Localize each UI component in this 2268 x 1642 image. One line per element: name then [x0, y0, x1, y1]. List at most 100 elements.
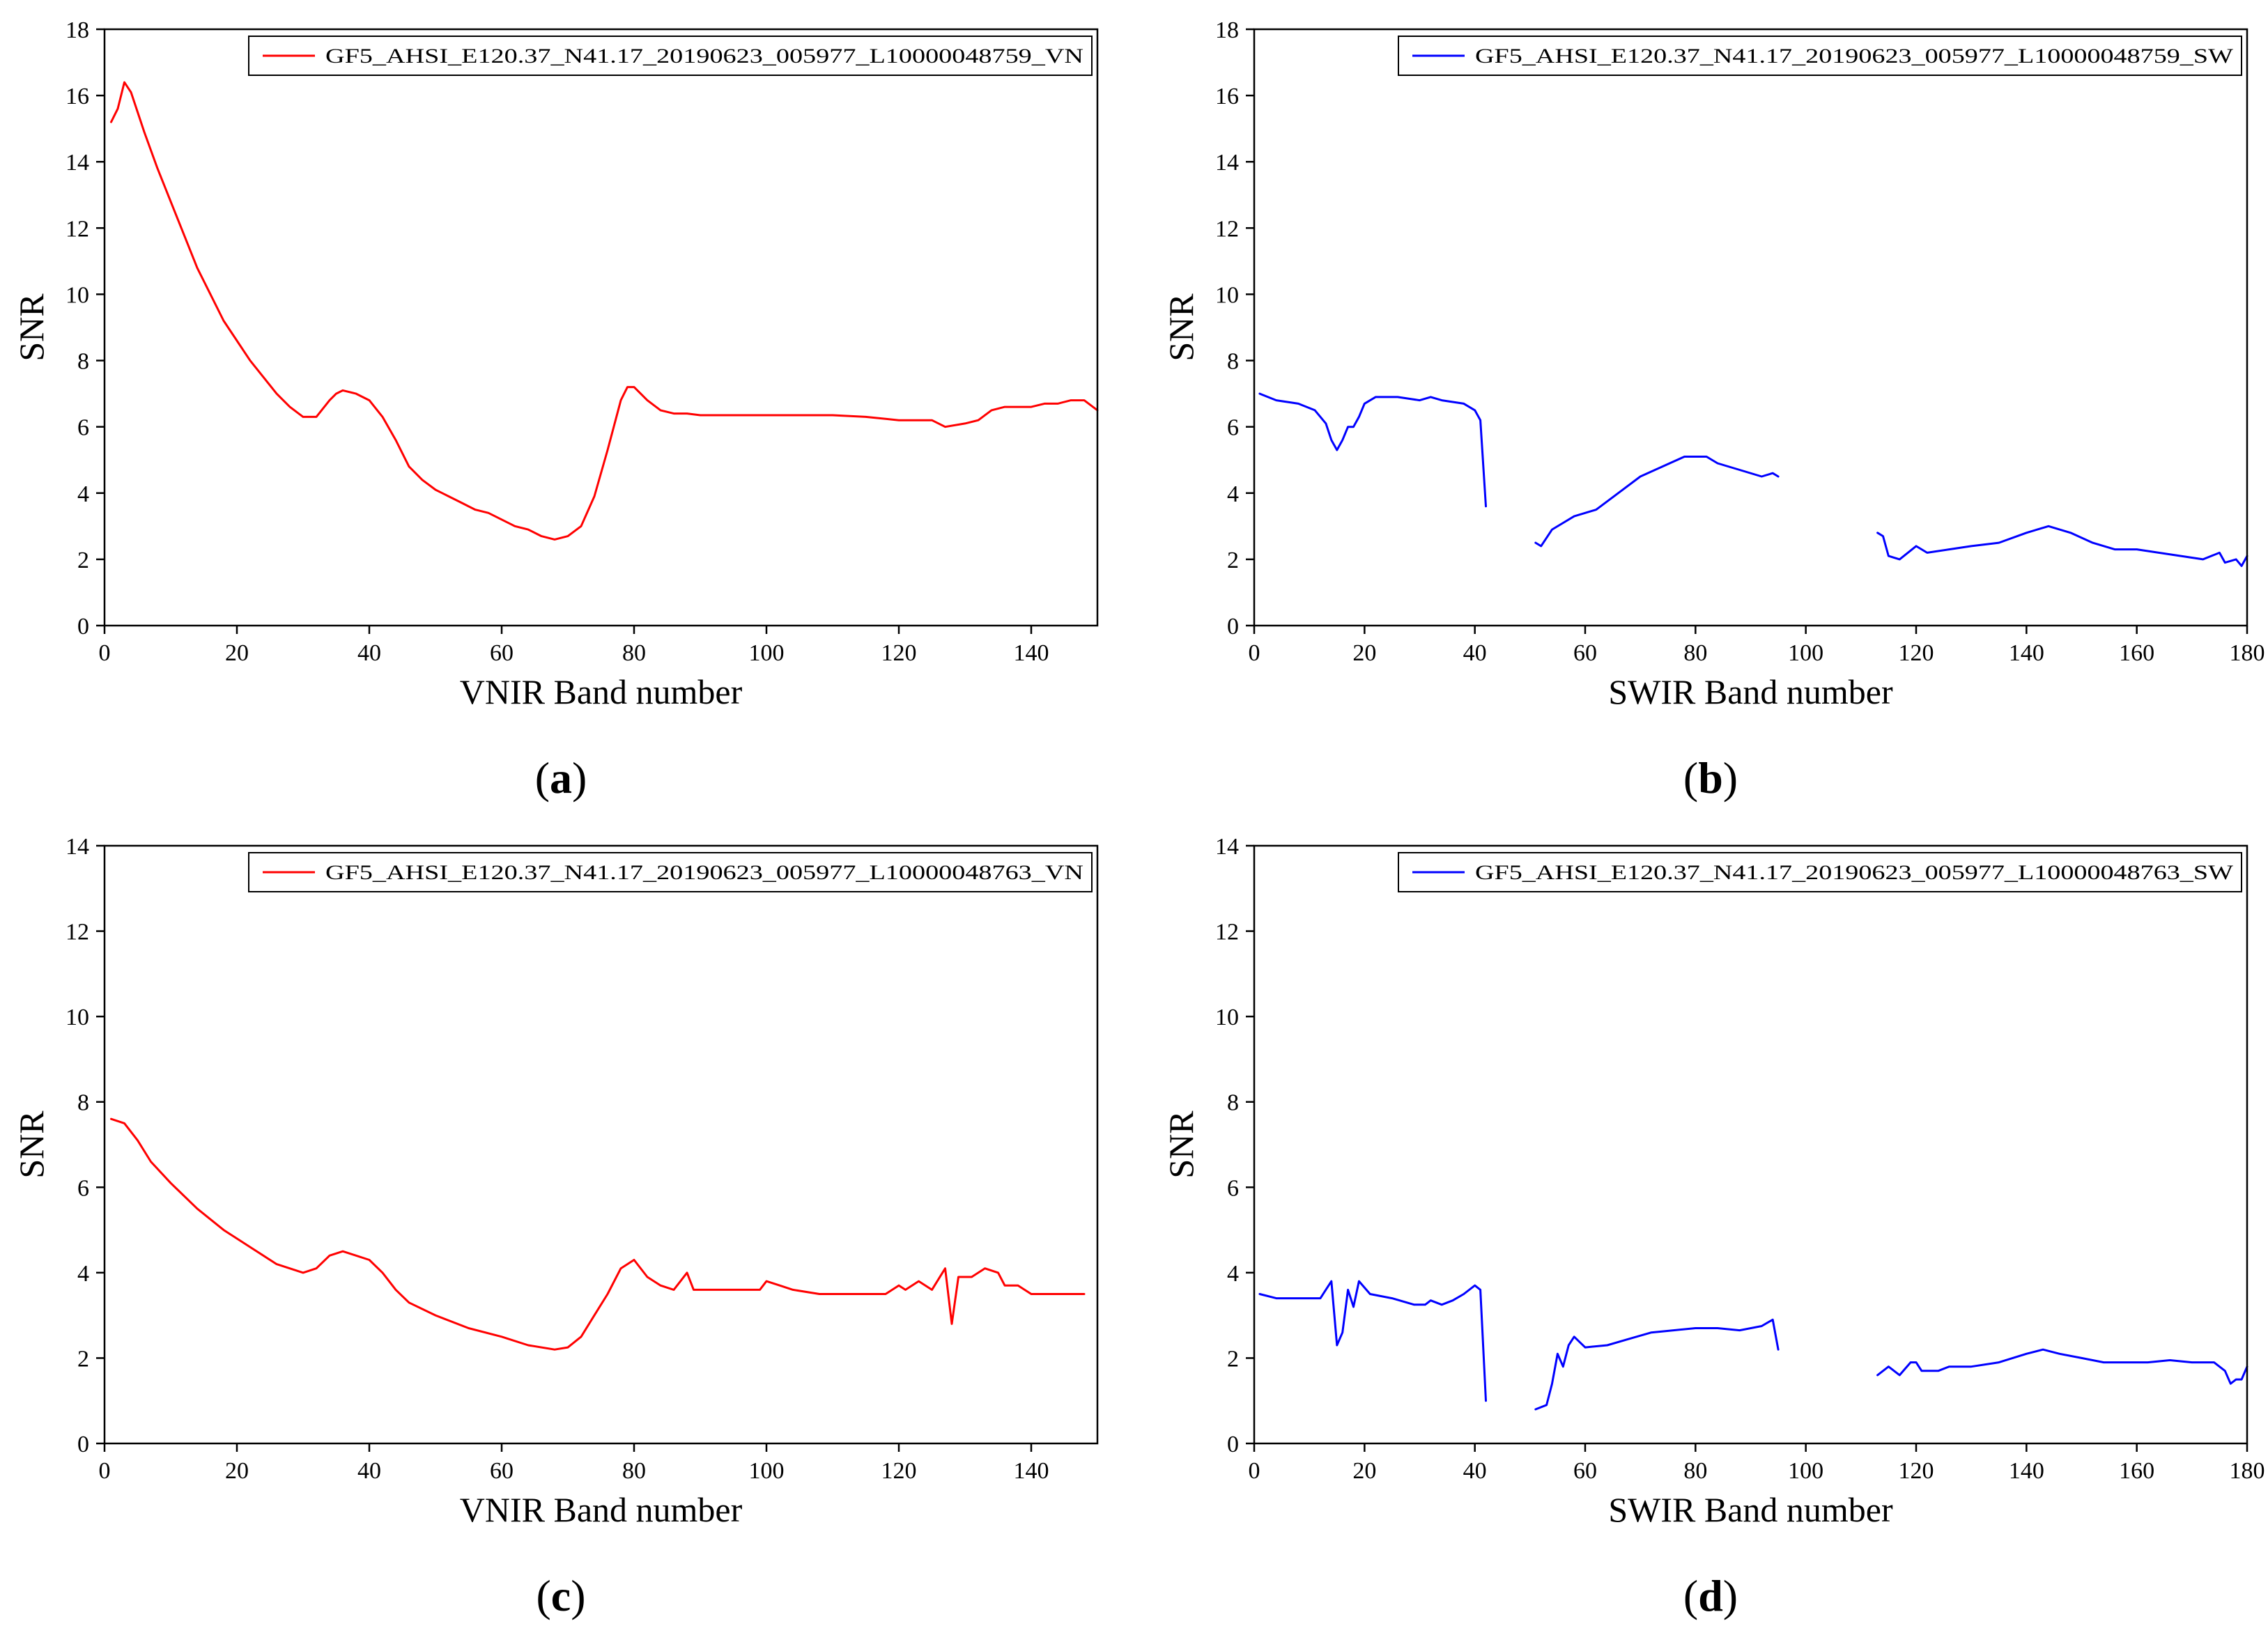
series-line-b-segment-2	[1534, 456, 1780, 548]
legend-label-d: GF5_AHSI_E120.37_N41.17_20190623_005977_…	[1475, 861, 2234, 884]
chart-c: 0 20 40 60 80 100 120 140 0 2 4 6 8 10 12 14 GF5_AHSI_E…	[12, 834, 1099, 1620]
series-line-a-segment-1	[110, 81, 1099, 541]
y-tick-label: 12	[1215, 216, 1239, 242]
y-tick-label: 14	[65, 834, 89, 860]
panel-caption-letter-b: b	[1698, 753, 1723, 803]
y-tick-label: 2	[77, 548, 89, 573]
legend-d: GF5_AHSI_E120.37_N41.17_20190623_005977_…	[1398, 852, 2242, 892]
y-tick-label: 2	[77, 1346, 89, 1372]
x-tick-label: 120	[1899, 640, 1934, 666]
y-axis-title-c: SNR	[12, 1110, 51, 1179]
x-tick-label: 60	[490, 1458, 514, 1484]
y-tick-label: 4	[77, 1261, 89, 1287]
x-tick-label: 100	[1788, 1458, 1823, 1484]
panel-caption-letter-d: d	[1698, 1571, 1723, 1620]
chart-a: 0 20 40 60 80 100 120 140 0 2 4 6 8 10 12 14 16 18 GF5_AH…	[12, 17, 1099, 803]
x-axis-title-b: SWIR Band number	[1608, 672, 1893, 711]
y-axis-title-b: SNR	[1162, 293, 1201, 362]
x-tick-label: 160	[2119, 1458, 2154, 1484]
legend-a: GF5_AHSI_E120.37_N41.17_20190623_005977_…	[248, 36, 1093, 76]
x-tick-label: 60	[1573, 640, 1597, 666]
x-tick-label: 100	[749, 640, 785, 666]
y-tick-label: 14	[1215, 150, 1239, 176]
y-tick-label: 2	[1227, 548, 1239, 573]
x-tick-label: 80	[622, 1458, 646, 1484]
x-tick-label: 120	[881, 640, 917, 666]
y-tick-label: 6	[1227, 415, 1239, 441]
x-tick-label: 60	[490, 640, 514, 666]
panel-caption-close-c: )	[571, 1571, 585, 1620]
y-tick-label: 16	[1215, 84, 1239, 109]
x-tick-label: 140	[1014, 640, 1049, 666]
x-tick-label: 80	[1683, 640, 1707, 666]
y-tick-label: 14	[65, 150, 89, 176]
legend-box-a	[248, 36, 1093, 76]
legend-label-a: GF5_AHSI_E120.37_N41.17_20190623_005977_…	[325, 45, 1083, 68]
y-tick-label: 6	[77, 1175, 89, 1201]
y-tick-label: 16	[65, 84, 89, 109]
y-tick-label: 18	[65, 17, 89, 43]
legend-box-c	[248, 852, 1093, 892]
legend-label-c: GF5_AHSI_E120.37_N41.17_20190623_005977_…	[325, 861, 1083, 884]
panel-caption-open-a: (	[535, 753, 550, 803]
x-tick-label: 40	[357, 1458, 381, 1484]
x-tick-label: 0	[1249, 1458, 1260, 1484]
x-tick-label: 140	[1014, 1458, 1049, 1484]
y-tick-label: 4	[1227, 481, 1239, 507]
plot-area-c: 0 20 40 60 80 100 120 140 0 2 4 6 8 10 12 14	[65, 834, 1099, 1484]
chart-b: 0 20 40 60 80 100 120 140 160 180024681012141618 …	[1162, 17, 2265, 803]
y-tick-label: 2	[1227, 1346, 1239, 1372]
y-tick-label: 14	[1215, 834, 1239, 860]
y-tick-label: 4	[77, 481, 89, 507]
x-axis-title-c: VNIR Band number	[460, 1490, 743, 1529]
y-tick-label: 6	[77, 415, 89, 441]
panel-caption-open-c: (	[536, 1571, 550, 1620]
legend-b: GF5_AHSI_E120.37_N41.17_20190623_005977_…	[1398, 36, 2242, 76]
panel-caption-b: (b)	[1683, 753, 1738, 803]
legend-label-b: GF5_AHSI_E120.37_N41.17_20190623_005977_…	[1475, 45, 2234, 68]
legend-box-b	[1398, 36, 2242, 76]
panel-caption-letter-a: a	[550, 753, 572, 803]
y-tick-label: 0	[1227, 614, 1239, 640]
y-tick-label: 10	[65, 1005, 89, 1030]
x-tick-label: 20	[225, 1458, 249, 1484]
y-tick-label: 8	[77, 349, 89, 375]
legend-c: GF5_AHSI_E120.37_N41.17_20190623_005977_…	[248, 852, 1093, 892]
y-axis-title-a: SNR	[12, 293, 51, 362]
panel-caption-letter-c: c	[551, 1571, 571, 1620]
y-tick-label: 8	[1227, 349, 1239, 375]
plot-frame-b	[1253, 28, 2248, 627]
panel-caption-close-a: )	[572, 753, 587, 803]
y-tick-label: 10	[65, 282, 89, 308]
x-tick-label: 40	[1463, 1458, 1487, 1484]
panel-caption-close-b: )	[1723, 753, 1738, 803]
series-line-d-segment-2	[1534, 1318, 1780, 1411]
plot-frame-a	[103, 28, 1099, 627]
y-tick-label: 0	[77, 1432, 89, 1457]
x-tick-label: 20	[1352, 640, 1376, 666]
panel-caption-close-d: )	[1723, 1571, 1738, 1620]
panel-caption-a: (a)	[535, 753, 587, 803]
x-tick-label: 20	[225, 640, 249, 666]
legend-box-d	[1398, 852, 2242, 892]
chart-d: 0 20 40 60 80 100 120 140 160 180 0 2 4 6 8 10 12 14 GF5_…	[1162, 834, 2265, 1620]
series-line-d-segment-3	[1876, 1348, 2248, 1385]
x-axis-title-a: VNIR Band number	[460, 672, 743, 711]
y-tick-label: 12	[65, 216, 89, 242]
y-tick-label: 18	[1215, 17, 1239, 43]
panel-caption-c: (c)	[536, 1571, 585, 1620]
x-tick-label: 40	[1463, 640, 1487, 666]
x-tick-label: 20	[1352, 1458, 1376, 1484]
x-tick-label: 80	[622, 640, 646, 666]
series-line-c-segment-1	[110, 1117, 1086, 1351]
y-tick-label: 10	[1215, 282, 1239, 308]
panel-caption-open-d: (	[1683, 1571, 1698, 1620]
x-tick-label: 60	[1573, 1458, 1597, 1484]
panel-caption-d: (d)	[1683, 1571, 1738, 1620]
y-tick-label: 6	[1227, 1175, 1239, 1201]
y-tick-label: 12	[1215, 920, 1239, 945]
x-tick-label: 0	[1249, 640, 1260, 666]
series-line-d-segment-1	[1258, 1280, 1487, 1402]
x-tick-label: 140	[2009, 640, 2044, 666]
